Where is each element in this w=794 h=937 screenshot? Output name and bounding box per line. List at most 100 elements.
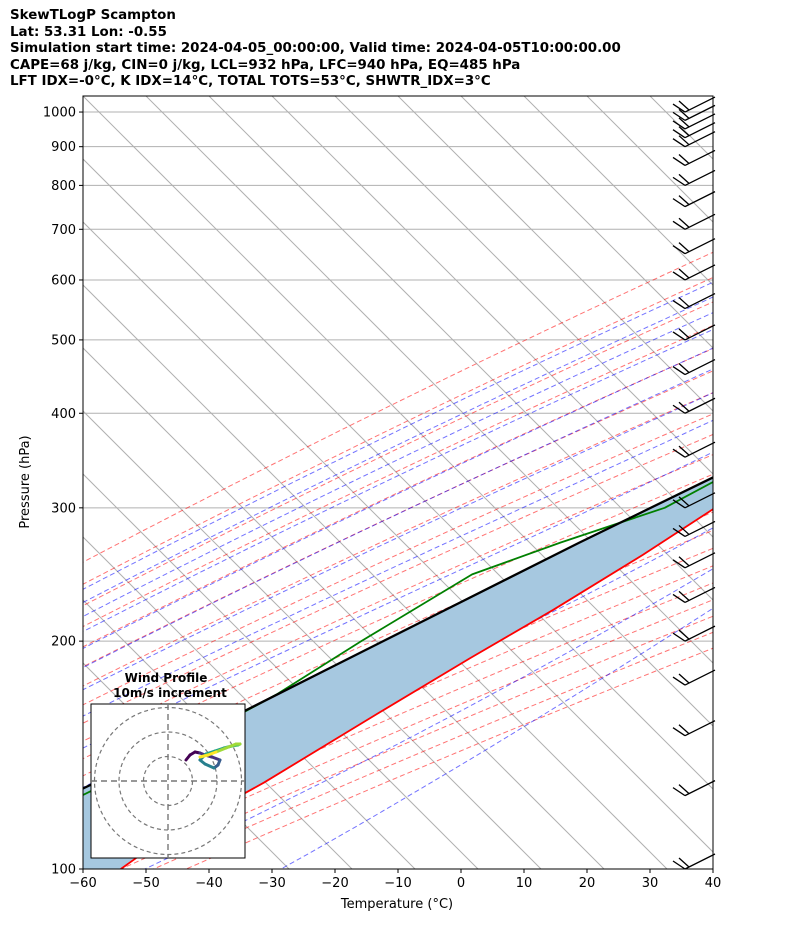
dry-adiabat-line (83, 301, 713, 607)
wind-barb-feather (678, 784, 690, 795)
isotherm-line (83, 158, 713, 790)
wind-barb-staff (684, 264, 716, 281)
wind-barb-feather (672, 245, 686, 255)
header-line-location: Lat: 53.31 Lon: -0.55 (10, 24, 167, 40)
y-tick-label: 600 (51, 273, 76, 288)
temperature-line (120, 508, 713, 869)
wind-barb-feather (678, 857, 690, 868)
wind-barb-feather (672, 727, 686, 737)
wind-barb-feather (672, 559, 686, 569)
hodograph-inset: Wind Profile 10m/s increment (90, 671, 246, 859)
wind-barb-feather (672, 366, 686, 376)
isotherm-line (523, 96, 713, 286)
wind-barb-feather (672, 156, 686, 167)
wind-barb (672, 149, 716, 167)
wind-barb-staff (684, 492, 716, 509)
isotherm-line (397, 96, 713, 412)
isotherm-line (712, 96, 713, 97)
wind-barb (672, 191, 716, 208)
moist-adiabat-line (83, 281, 713, 590)
wind-barb-staff (684, 853, 716, 870)
wind-barb-staff (684, 520, 716, 538)
x-tick-label: 10 (516, 876, 533, 891)
wind-barb-feather (672, 300, 686, 310)
wind-barb-feather (672, 499, 686, 509)
wind-barb-feather (678, 556, 690, 567)
wind-barb-staff (684, 552, 716, 569)
wind-barb-feather (672, 404, 686, 414)
isotherm-line (586, 96, 713, 223)
wind-barb (672, 113, 716, 130)
wind-barb-staff (684, 213, 716, 230)
wind-barb (672, 552, 716, 569)
wind-barb-staff (684, 104, 716, 121)
isotherm-line (649, 96, 713, 160)
dewpoint-line (83, 480, 713, 797)
x-tick-label: 30 (642, 876, 659, 891)
x-tick-label: −10 (384, 876, 411, 891)
y-tick-label: 900 (51, 140, 76, 155)
wind-barb-staff (684, 324, 716, 341)
wind-barb-staff (684, 292, 716, 310)
wind-barb-feather (678, 195, 690, 206)
wind-barb-feather (672, 103, 686, 113)
wind-barb-feather (672, 527, 686, 537)
wind-barb (672, 669, 716, 686)
isotherm-line (83, 347, 605, 869)
wind-barb-feather (672, 198, 686, 208)
wind-barb-feather (672, 676, 686, 686)
wind-barb-feather (678, 445, 690, 456)
y-tick-label: 500 (51, 333, 76, 348)
wind-barb-feather (678, 724, 690, 735)
x-tick-label: −40 (195, 876, 222, 891)
moist-adiabat-line (83, 296, 713, 604)
wind-barb-feather (672, 632, 686, 642)
inset-title: Wind Profile (125, 671, 208, 685)
wind-barb-staff (684, 586, 716, 603)
hodograph-segment (224, 742, 238, 750)
x-tick-label: −60 (69, 876, 96, 891)
isotherm-line (776, 96, 794, 869)
x-axis-label: Temperature (°C) (340, 897, 453, 912)
moist-adiabat-line (83, 451, 713, 749)
wind-barb (672, 104, 716, 121)
wind-barb (672, 96, 716, 113)
wind-barb-staff (684, 191, 716, 208)
parcel-line (83, 476, 713, 790)
isotherm-line (334, 96, 713, 475)
wind-barb (672, 292, 716, 310)
x-tick-label: −20 (321, 876, 348, 891)
isotherm-line (83, 410, 542, 869)
isotherm-line (271, 96, 713, 538)
x-tick-label: 0 (457, 876, 465, 891)
wind-barb-staff (684, 669, 716, 686)
wind-barb-feather (678, 117, 690, 128)
wind-barb-staff (684, 169, 716, 186)
chart-header: SkewTLogP Scampton Lat: 53.31 Lon: -0.55… (10, 8, 621, 91)
wind-barb (672, 780, 716, 797)
wind-barb-feather (672, 176, 686, 186)
wind-barb-feather (672, 111, 686, 121)
dry-adiabat-line (83, 529, 713, 810)
wind-barb (672, 213, 716, 230)
wind-barb-feather (672, 271, 686, 281)
wind-barb-feather (678, 100, 690, 111)
wind-barb-feather (678, 217, 690, 228)
wind-barb-staff (684, 113, 716, 130)
wind-barb (672, 324, 716, 341)
wind-barb-feather (672, 448, 686, 458)
moist-adiabat-line (83, 419, 713, 717)
y-tick-label: 200 (51, 635, 76, 650)
inset-subtitle: 10m/s increment (113, 686, 227, 700)
wind-barb-staff (684, 441, 716, 458)
wind-barb-staff (684, 238, 716, 255)
isotherm-line (83, 473, 479, 869)
dry-adiabat-line (83, 454, 713, 742)
y-tick-label: 300 (51, 501, 76, 516)
wind-barb-feather (678, 401, 690, 412)
wind-barb-staff (684, 131, 716, 148)
y-tick-label: 100 (51, 863, 76, 878)
x-tick-label: −50 (132, 876, 159, 891)
isotherm-line (208, 96, 713, 601)
wind-barb (672, 441, 716, 458)
